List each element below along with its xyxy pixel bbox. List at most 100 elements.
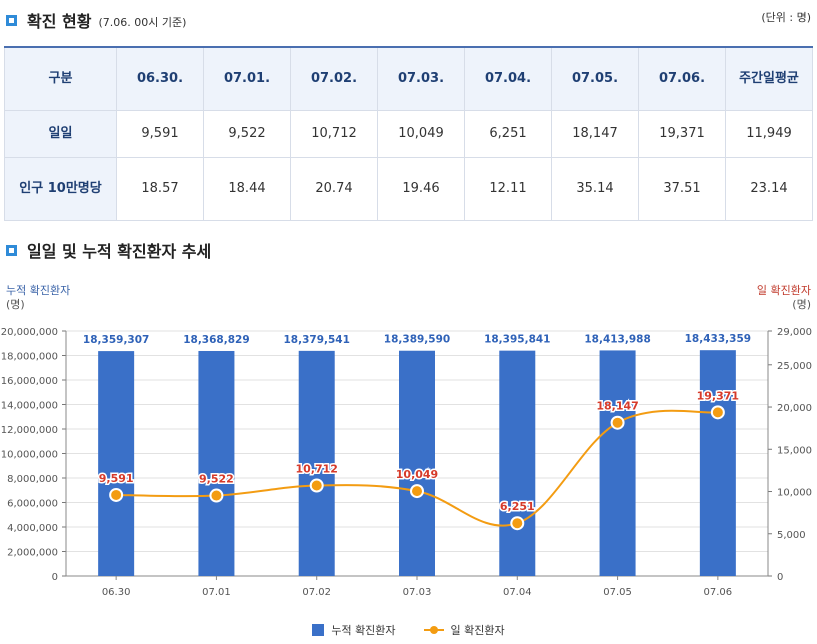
table-cell: 20.74 [290,157,378,221]
line-value-label: 9,522 [199,473,234,486]
left-tick-label: 6,000,000 [7,499,58,510]
table-header-cell: 07.01. [203,46,291,111]
stats-table: 구분 06.30. 07.01. 07.02. 07.03. 07.04. 07… [4,46,813,221]
table-cell: 23.14 [725,157,813,221]
line-point-daily [309,478,324,493]
right-axis-caption: 일 확진환자 (명) [757,284,811,312]
table-cell: 11,949 [725,110,813,158]
table-cell: 18,147 [551,110,639,158]
section-title-status: 확진 현황 (7.06. 00시 기준) [6,8,186,32]
table-header-row: 구분 06.30. 07.01. 07.02. 07.03. 07.04. 07… [4,46,813,111]
line-point-daily [209,488,224,503]
left-tick-label: 18,000,000 [1,352,58,363]
bar-value-label: 18,379,541 [283,334,349,346]
section-title-text: 일일 및 누적 확진환자 추세 [27,242,212,261]
right-axis-label: 일 확진환자 [756,284,811,297]
left-axis-label: 누적 확진환자 [6,284,71,297]
line-point-daily [109,487,124,502]
unit-label: (단위 : 명) [761,11,811,24]
table-row-label: 일일 [4,110,117,158]
line-value-label: 9,591 [99,472,134,485]
x-tick-label: 07.06 [704,587,733,598]
right-tick-label: 20,000 [777,403,812,414]
left-axis-caption: 누적 확진환자 (명) [6,284,70,312]
left-tick-label: 10,000,000 [1,450,58,461]
bar-cumulative [699,350,736,576]
trend-chart: 누적 확진환자 (명) 일 확진환자 (명) 0 2,000,000 4,000,0… [0,280,817,644]
x-tick-label: 07.04 [503,587,532,598]
right-tick-label: 25,000 [777,361,812,372]
table-cell: 9,591 [116,110,204,158]
bar-value-label: 18,433,359 [685,333,751,345]
bar-cumulative [298,350,335,576]
line-point-daily [610,415,625,430]
legend-item-cumulative[interactable]: 누적 확진환자 [312,622,396,638]
table-cell: 10,712 [290,110,378,158]
left-tick-label: 0 [52,572,58,583]
table-cell: 6,251 [464,110,552,158]
table-cell: 37.51 [638,157,726,221]
bar-cumulative [98,351,135,576]
table-header-cell: 주간일평균 [725,46,813,111]
table-cell: 12.11 [464,157,552,221]
legend-label: 일 확진환자 [450,624,505,637]
table-header-cell: 구분 [4,46,117,111]
bar-value-label: 18,359,307 [83,334,149,346]
section-title-trend: 일일 및 누적 확진환자 추세 [6,238,211,262]
table-row-label: 인구 10만명당 [4,157,117,221]
table-header-cell: 06.30. [116,46,204,111]
bar-cumulative [499,350,536,576]
table-cell: 18.44 [203,157,291,221]
table-cell: 35.14 [551,157,639,221]
legend-line-swatch [423,624,444,636]
right-tick-label: 0 [777,572,783,583]
line-point-daily [710,405,725,420]
right-tick-label: 29,000 [777,327,812,338]
bar-cumulative [399,350,435,576]
table-header-cell: 07.05. [551,46,639,111]
x-tick-label: 06.30 [102,587,131,598]
table-row-per-100k: 인구 10만명당 18.57 18.44 20.74 19.46 12.11 3… [4,157,813,221]
right-tick-label: 15,000 [777,445,812,456]
table-header-cell: 07.02. [290,46,378,111]
table-row-daily: 일일 9,591 9,522 10,712 10,049 6,251 18,14… [4,110,813,158]
table-header-cell: 07.06. [638,46,726,111]
legend-item-daily[interactable]: 일 확진환자 [423,622,505,638]
table-header-cell: 07.03. [377,46,465,111]
bar-cumulative [599,350,636,576]
legend-bar-swatch [312,624,325,636]
left-tick-label: 14,000,000 [1,401,58,412]
table-cell: 9,522 [203,110,291,158]
line-value-label: 10,712 [295,463,337,476]
left-axis-unit: (명) [6,298,25,311]
section-subtitle: (7.06. 00시 기준) [98,15,187,29]
section-square-icon [6,244,17,256]
chart-plot: 0 2,000,000 4,000,000 6,000,000 8,000,000 10,… [1,327,812,598]
bar-value-label: 18,413,988 [584,333,650,345]
left-tick-label: 2,000,000 [7,548,58,559]
left-tick-label: 20,000,000 [1,327,58,338]
chart-legend: 누적 확진환자 일 확진환자 [0,622,817,638]
legend-label: 누적 확진환자 [331,624,396,637]
table-header-cell: 07.04. [464,46,552,111]
left-tick-label: 16,000,000 [1,376,58,387]
table-cell: 18.57 [116,157,204,221]
right-tick-label: 10,000 [777,488,812,499]
bar-value-label: 18,389,590 [384,334,450,346]
table-cell: 10,049 [377,110,465,158]
section-title-text: 확진 현황 [27,12,92,31]
x-tick-label: 07.03 [403,587,432,598]
left-tick-label: 8,000,000 [7,474,58,485]
x-tick-label: 07.02 [302,587,331,598]
x-tick-label: 07.05 [603,587,632,598]
line-value-label: 19,371 [697,389,739,402]
table-cell: 19,371 [638,110,726,158]
line-value-label: 10,049 [396,468,438,481]
bar-cumulative [198,350,235,576]
right-tick-label: 5,000 [777,530,806,541]
line-point-daily [510,516,525,531]
left-tick-label: 4,000,000 [7,523,58,534]
bar-value-label: 18,368,829 [183,334,249,346]
line-point-daily [410,484,424,499]
section-square-icon [6,14,17,26]
